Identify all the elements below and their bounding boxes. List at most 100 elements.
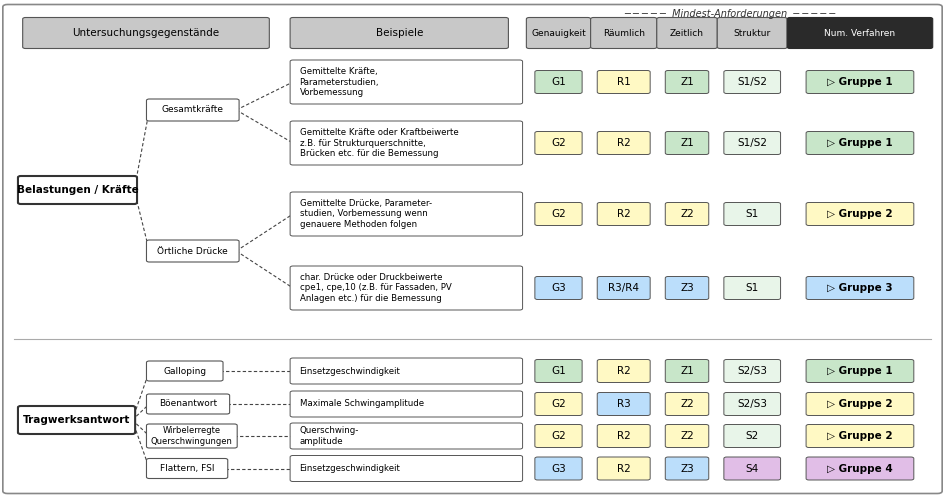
Text: Struktur: Struktur — [733, 28, 770, 38]
Text: Z1: Z1 — [680, 138, 693, 148]
FancyBboxPatch shape — [290, 121, 522, 165]
Text: G2: G2 — [550, 138, 565, 148]
FancyBboxPatch shape — [590, 18, 656, 48]
FancyBboxPatch shape — [723, 424, 780, 448]
FancyBboxPatch shape — [290, 391, 522, 417]
FancyBboxPatch shape — [290, 266, 522, 310]
FancyBboxPatch shape — [290, 18, 508, 48]
FancyBboxPatch shape — [3, 4, 941, 494]
FancyBboxPatch shape — [290, 358, 522, 384]
Text: Zeitlich: Zeitlich — [669, 28, 703, 38]
Text: Num. Verfahren: Num. Verfahren — [823, 28, 895, 38]
FancyBboxPatch shape — [665, 202, 708, 226]
Text: char. Drücke oder Druckbeiwerte
cpe1, cpe,10 (z.B. für Fassaden, PV
Anlagen etc.: char. Drücke oder Druckbeiwerte cpe1, cp… — [299, 273, 451, 303]
Text: Z1: Z1 — [680, 77, 693, 87]
FancyBboxPatch shape — [146, 424, 237, 448]
Text: Galloping: Galloping — [163, 366, 206, 376]
Text: R3/R4: R3/R4 — [608, 283, 638, 293]
Text: ▷ Gruppe 2: ▷ Gruppe 2 — [826, 399, 892, 409]
FancyBboxPatch shape — [805, 70, 913, 94]
FancyBboxPatch shape — [290, 423, 522, 449]
Text: ▷ Gruppe 4: ▷ Gruppe 4 — [826, 464, 892, 473]
Text: S4: S4 — [745, 464, 758, 473]
FancyBboxPatch shape — [805, 424, 913, 448]
FancyBboxPatch shape — [597, 457, 649, 480]
FancyBboxPatch shape — [534, 360, 582, 382]
FancyBboxPatch shape — [534, 70, 582, 94]
FancyBboxPatch shape — [665, 70, 708, 94]
FancyBboxPatch shape — [534, 276, 582, 299]
FancyBboxPatch shape — [723, 132, 780, 154]
FancyBboxPatch shape — [805, 132, 913, 154]
Text: ─ ─ ─ ─ ─  Mindest-Anforderungen  ─ ─ ─ ─ ─: ─ ─ ─ ─ ─ Mindest-Anforderungen ─ ─ ─ ─ … — [623, 9, 834, 19]
Text: S2: S2 — [745, 431, 758, 441]
Text: Z2: Z2 — [680, 209, 693, 219]
Text: Gesamtkräfte: Gesamtkräfte — [161, 106, 224, 114]
Text: Z2: Z2 — [680, 431, 693, 441]
FancyBboxPatch shape — [23, 18, 269, 48]
FancyBboxPatch shape — [146, 394, 229, 414]
Text: Örtliche Drücke: Örtliche Drücke — [158, 246, 228, 256]
Text: S1/S2: S1/S2 — [736, 138, 767, 148]
FancyBboxPatch shape — [723, 70, 780, 94]
FancyBboxPatch shape — [805, 276, 913, 299]
FancyBboxPatch shape — [665, 132, 708, 154]
FancyBboxPatch shape — [290, 192, 522, 236]
FancyBboxPatch shape — [665, 276, 708, 299]
Text: Belastungen / Kräfte: Belastungen / Kräfte — [17, 185, 138, 195]
Text: Z2: Z2 — [680, 399, 693, 409]
FancyBboxPatch shape — [723, 360, 780, 382]
Text: R2: R2 — [616, 366, 630, 376]
Text: Z1: Z1 — [680, 366, 693, 376]
FancyBboxPatch shape — [146, 240, 239, 262]
FancyBboxPatch shape — [146, 458, 228, 478]
FancyBboxPatch shape — [597, 132, 649, 154]
Text: R3: R3 — [616, 399, 630, 409]
Text: G3: G3 — [550, 283, 565, 293]
Text: R2: R2 — [616, 431, 630, 441]
Text: Tragwerksantwort: Tragwerksantwort — [23, 415, 130, 425]
Text: G1: G1 — [550, 366, 565, 376]
Text: G3: G3 — [550, 464, 565, 473]
FancyBboxPatch shape — [290, 60, 522, 104]
FancyBboxPatch shape — [723, 276, 780, 299]
Text: R2: R2 — [616, 209, 630, 219]
Text: Maximale Schwingamplitude: Maximale Schwingamplitude — [299, 400, 423, 408]
Text: S2/S3: S2/S3 — [736, 366, 767, 376]
FancyBboxPatch shape — [597, 424, 649, 448]
FancyBboxPatch shape — [597, 392, 649, 415]
Text: Gemittelte Kräfte,
Parameterstudien,
Vorbemessung: Gemittelte Kräfte, Parameterstudien, Vor… — [299, 67, 379, 97]
Text: Untersuchungsgegenstände: Untersuchungsgegenstände — [73, 28, 219, 38]
FancyBboxPatch shape — [534, 424, 582, 448]
FancyBboxPatch shape — [805, 457, 913, 480]
FancyBboxPatch shape — [290, 456, 522, 481]
Text: Z3: Z3 — [680, 283, 693, 293]
Text: Wirbelerregte
Querschwingungen: Wirbelerregte Querschwingungen — [151, 426, 232, 446]
FancyBboxPatch shape — [723, 392, 780, 415]
Text: Einsetzgeschwindigkeit: Einsetzgeschwindigkeit — [299, 366, 400, 376]
FancyBboxPatch shape — [534, 202, 582, 226]
Text: R2: R2 — [616, 138, 630, 148]
FancyBboxPatch shape — [534, 392, 582, 415]
FancyBboxPatch shape — [805, 360, 913, 382]
FancyBboxPatch shape — [805, 202, 913, 226]
FancyBboxPatch shape — [597, 202, 649, 226]
Text: S1: S1 — [745, 283, 758, 293]
Text: G1: G1 — [550, 77, 565, 87]
FancyBboxPatch shape — [146, 361, 223, 381]
Text: S1: S1 — [745, 209, 758, 219]
Text: Räumlich: Räumlich — [602, 28, 644, 38]
FancyBboxPatch shape — [665, 424, 708, 448]
FancyBboxPatch shape — [665, 457, 708, 480]
FancyBboxPatch shape — [597, 360, 649, 382]
FancyBboxPatch shape — [716, 18, 786, 48]
FancyBboxPatch shape — [534, 457, 582, 480]
FancyBboxPatch shape — [526, 18, 590, 48]
Text: ▷ Gruppe 2: ▷ Gruppe 2 — [826, 431, 892, 441]
FancyBboxPatch shape — [597, 276, 649, 299]
FancyBboxPatch shape — [18, 176, 137, 204]
Text: S2/S3: S2/S3 — [736, 399, 767, 409]
Text: Böenantwort: Böenantwort — [159, 400, 217, 408]
Text: Querschwing-
amplitude: Querschwing- amplitude — [299, 426, 359, 446]
Text: G2: G2 — [550, 431, 565, 441]
